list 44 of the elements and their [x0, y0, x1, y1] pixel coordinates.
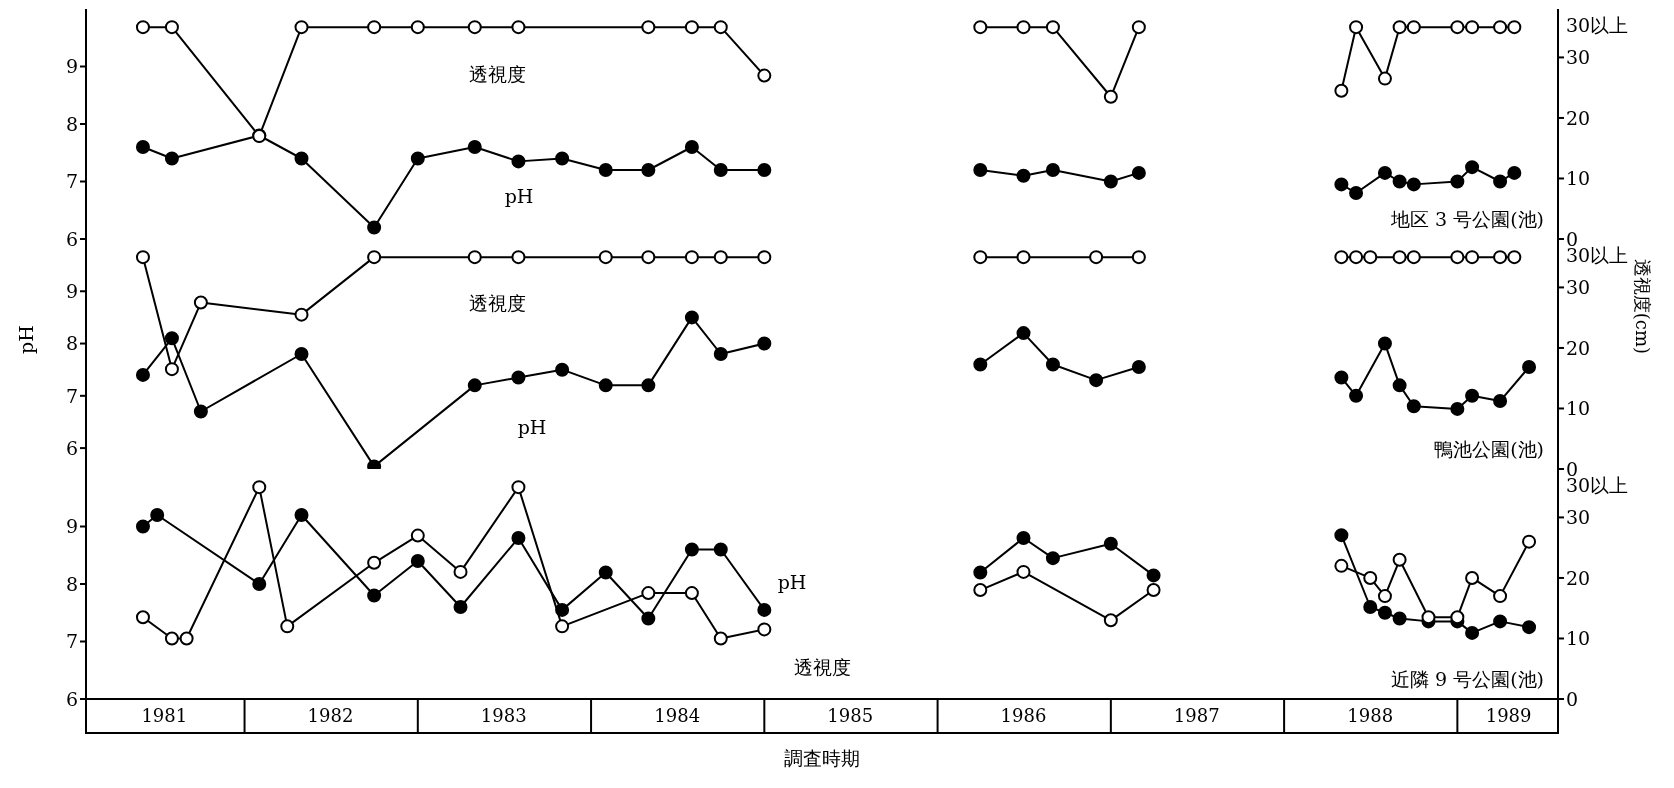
x-tick-label: 1983	[480, 705, 527, 726]
x-tick-label: 1987	[1173, 705, 1220, 726]
y2-tick-label: 10	[1566, 167, 1591, 190]
y-tick-label: 6	[65, 227, 78, 250]
x-tick-label: 1982	[307, 705, 354, 726]
series-label: 透視度	[468, 62, 526, 87]
x-tick-label: 1984	[654, 705, 701, 726]
y-tick-label: 8	[65, 112, 78, 135]
series-label: pH	[504, 185, 534, 207]
series-label: 透視度	[468, 291, 526, 316]
x-axis-title: 調査時期	[784, 747, 860, 769]
y-tick-label: 6	[65, 436, 78, 459]
y-tick-label: 8	[65, 332, 78, 355]
x-tick-label: 1989	[1485, 705, 1532, 726]
y2-tick-label: 30	[1566, 506, 1591, 529]
y2-tick-label: 20	[1566, 566, 1591, 589]
y-tick-label: 9	[65, 280, 78, 303]
series-label: 透視度	[793, 655, 851, 680]
y2-tick-label: 30	[1566, 46, 1591, 69]
text: 地区 3 号公園(池)	[1391, 207, 1544, 232]
y2-tick-label: 0	[1566, 687, 1579, 710]
x-tick-label: 1981	[141, 705, 188, 726]
series-label: pH	[517, 416, 547, 438]
y-tick-label: 7	[65, 630, 78, 653]
y2-tick-label: 10	[1566, 627, 1591, 650]
y-tick-label: 7	[65, 384, 78, 407]
x-tick-label: 1986	[1000, 705, 1047, 726]
y2-axis-title: 透視度(cm)	[1631, 258, 1653, 354]
y2-tick-label: 10	[1566, 397, 1591, 420]
text: 鴨池公園(池)	[1434, 437, 1544, 462]
y2-tick-label: 20	[1566, 336, 1591, 359]
y2-tick-label: 20	[1566, 106, 1591, 129]
y-tick-label: 7	[65, 170, 78, 193]
text: 30以上	[1566, 13, 1629, 38]
y-tick-label: 6	[65, 687, 78, 710]
y-tick-label: 9	[65, 55, 78, 78]
x-tick-label: 1985	[827, 705, 874, 726]
x-tick-label: 1988	[1347, 705, 1394, 726]
series-label: pH	[777, 571, 807, 593]
y-axis-title: pH	[14, 325, 37, 354]
y-tick-label: 8	[65, 572, 78, 595]
y2-tick-label: 30	[1566, 276, 1591, 299]
text: 近隣 9 号公園(池)	[1391, 667, 1544, 692]
y-tick-label: 9	[65, 515, 78, 538]
